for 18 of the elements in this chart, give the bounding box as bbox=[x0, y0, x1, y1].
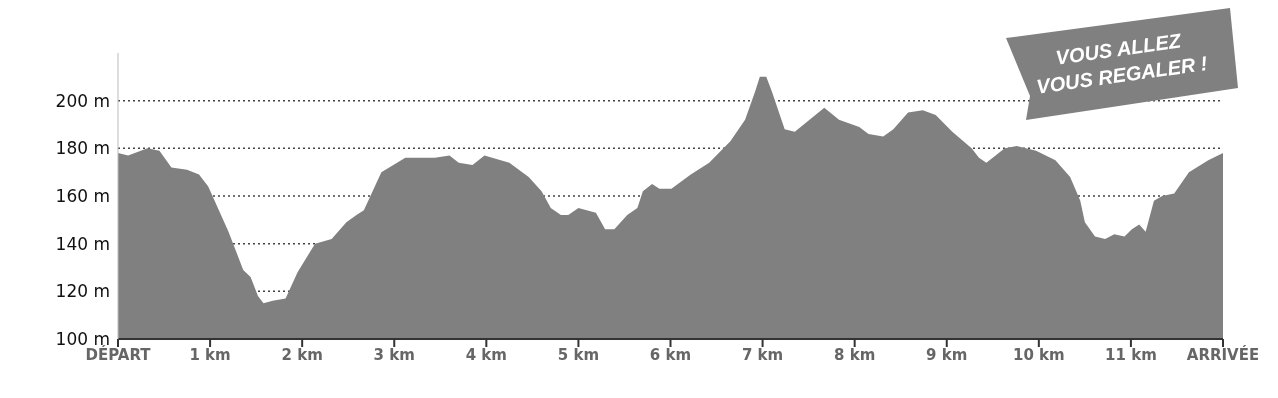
x-tick-label: 9 km bbox=[926, 345, 968, 364]
x-tick-label: 10 km bbox=[1012, 345, 1065, 364]
x-tick-label: 5 km bbox=[557, 345, 600, 364]
y-tick-label: 140 m bbox=[55, 233, 110, 254]
annotation: VOUS ALLEZ VOUS REGALER ! bbox=[1034, 28, 1210, 100]
x-tick-label: 2 km bbox=[281, 345, 323, 364]
x-tick-label: 4 km bbox=[465, 345, 507, 364]
y-tick-label: 120 m bbox=[55, 281, 110, 302]
x-tick-label: 3 km bbox=[373, 345, 415, 364]
x-tick-label: 1 km bbox=[189, 345, 231, 364]
x-tick-label: 8 km bbox=[834, 345, 876, 364]
y-tick-label: 160 m bbox=[55, 186, 110, 207]
y-tick-label: 200 m bbox=[55, 90, 110, 111]
y-tick-label: 180 m bbox=[55, 138, 110, 159]
x-tick-label: 6 km bbox=[649, 345, 692, 364]
x-tick-label: 7 km bbox=[741, 345, 784, 364]
x-tick-label: ARRIVÉE bbox=[1186, 344, 1260, 364]
x-tick-label: 11 km bbox=[1105, 345, 1157, 364]
